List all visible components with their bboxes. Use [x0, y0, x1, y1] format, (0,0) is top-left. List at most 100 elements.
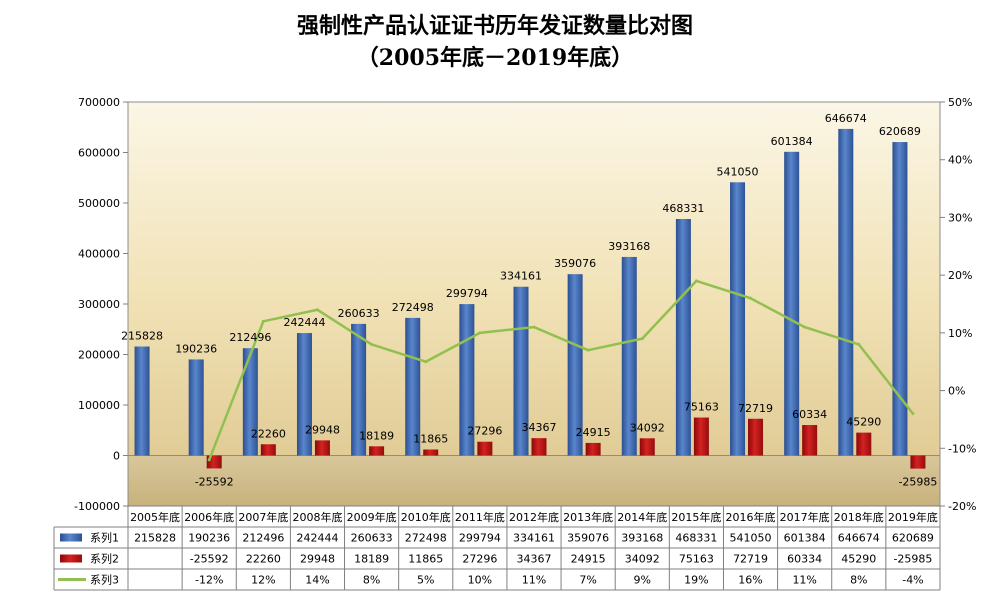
table-cell: 601384 [784, 532, 826, 545]
data-label-series2: 45290 [846, 416, 881, 429]
x-category-label: 2011年底 [455, 510, 505, 524]
table-cell: 11% [522, 574, 546, 587]
plot-area-negative [128, 455, 940, 506]
data-label-series1: 646674 [825, 112, 867, 125]
x-category-label: 2018年底 [834, 510, 884, 524]
line-point-series3 [478, 331, 482, 335]
table-cell: -12% [195, 574, 223, 587]
table-cell: 60334 [787, 553, 822, 566]
data-label-series1: 541050 [717, 165, 759, 178]
bar-series2 [531, 438, 547, 456]
data-label-series2: 60334 [792, 408, 827, 421]
bar-series1 [892, 142, 908, 456]
bar-series2 [856, 432, 872, 456]
data-label-series1: 601384 [771, 135, 813, 148]
table-cell: 75163 [679, 553, 714, 566]
table-cell: 14% [305, 574, 329, 587]
bar-series1 [838, 128, 854, 456]
bar-series1 [296, 333, 312, 456]
bar-series2 [748, 418, 764, 456]
y2-tick-label: -20% [948, 500, 976, 513]
bar-series1 [675, 218, 691, 456]
x-category-label: 2007年底 [238, 510, 288, 524]
table-cell: -4% [902, 574, 923, 587]
table-cell: 10% [468, 574, 492, 587]
data-label-series1: 468331 [662, 202, 704, 215]
y-tick-label: 500000 [78, 197, 120, 210]
table-cell: 12% [251, 574, 275, 587]
table-cell: 190236 [188, 532, 230, 545]
line-point-series3 [586, 348, 590, 352]
bar-series1 [730, 182, 746, 456]
plot-area [128, 102, 940, 456]
data-label-series2: 75163 [684, 401, 719, 414]
bar-series1 [351, 323, 367, 456]
data-label-series2: 72719 [738, 402, 773, 415]
legend-key-2 [60, 554, 82, 563]
bar-series1 [134, 346, 150, 456]
bar-series2 [693, 417, 709, 456]
data-label-series1: 272498 [392, 301, 434, 314]
bar-series2 [639, 438, 655, 456]
line-point-series3 [803, 325, 807, 329]
bar-series2 [585, 442, 601, 456]
table-cell: -25985 [893, 553, 932, 566]
data-label-series2: 34092 [630, 421, 665, 434]
data-label-series1: 260633 [338, 307, 380, 320]
y2-tick-label: 40% [948, 154, 972, 167]
table-cell: 212496 [242, 532, 284, 545]
y2-tick-label: 0% [948, 385, 965, 398]
x-category-label: 2008年底 [292, 510, 342, 524]
data-label-series2: 22260 [251, 427, 286, 440]
table-cell: 334161 [513, 532, 555, 545]
table-cell: 541050 [730, 532, 772, 545]
chart-title: 强制性产品认证证书历年发证数量比对图 [296, 13, 693, 39]
y2-tick-label: -10% [948, 442, 976, 455]
table-cell: 29948 [300, 553, 335, 566]
table-cell: 359076 [567, 532, 609, 545]
table-cell: 18189 [354, 553, 389, 566]
data-label-series2: 27296 [467, 425, 502, 438]
table-cell: 72719 [733, 553, 768, 566]
legend-label-2: 系列2 [90, 552, 119, 566]
line-point-series3 [261, 319, 265, 323]
x-category-label: 2012年底 [509, 510, 559, 524]
x-category-label: 2019年底 [888, 510, 938, 524]
data-label-series1: 393168 [608, 240, 650, 253]
table-cell: 34367 [517, 553, 552, 566]
table-cell: 45290 [841, 553, 876, 566]
bar-series1 [242, 348, 258, 456]
x-category-label: 2010年底 [401, 510, 451, 524]
data-label-series1: 359076 [554, 257, 596, 270]
table-cell: 16% [738, 574, 762, 587]
y-tick-label: 300000 [78, 298, 120, 311]
y-tick-label: 200000 [78, 349, 120, 362]
table-cell: 8% [363, 574, 380, 587]
data-label-series1: 212496 [229, 331, 271, 344]
y2-tick-label: 30% [948, 211, 972, 224]
table-cell: 242444 [296, 532, 338, 545]
legend-label-3: 系列3 [90, 573, 119, 587]
x-category-label: 2009年底 [347, 510, 397, 524]
table-cell: 7% [579, 574, 596, 587]
table-cell: 215828 [134, 532, 176, 545]
table-cell: 393168 [621, 532, 663, 545]
bar-series2 [910, 455, 926, 469]
y-tick-label: 400000 [78, 248, 120, 261]
bar-series2 [260, 444, 276, 456]
data-label-series2: 34367 [522, 421, 557, 434]
table-cell: 260633 [351, 532, 393, 545]
data-label-series1: 620689 [879, 125, 921, 138]
bar-series1 [784, 151, 800, 456]
line-point-series3 [749, 296, 753, 300]
data-label-series2: 29948 [305, 423, 340, 436]
bar-series1 [188, 359, 204, 456]
table-cell: -25592 [190, 553, 229, 566]
bar-series1 [621, 256, 637, 456]
y2-tick-label: 50% [948, 96, 972, 109]
data-label-series1: 334161 [500, 270, 542, 283]
y-tick-label: 100000 [78, 399, 120, 412]
data-label-series1: 299794 [446, 287, 488, 300]
y2-tick-label: 10% [948, 327, 972, 340]
